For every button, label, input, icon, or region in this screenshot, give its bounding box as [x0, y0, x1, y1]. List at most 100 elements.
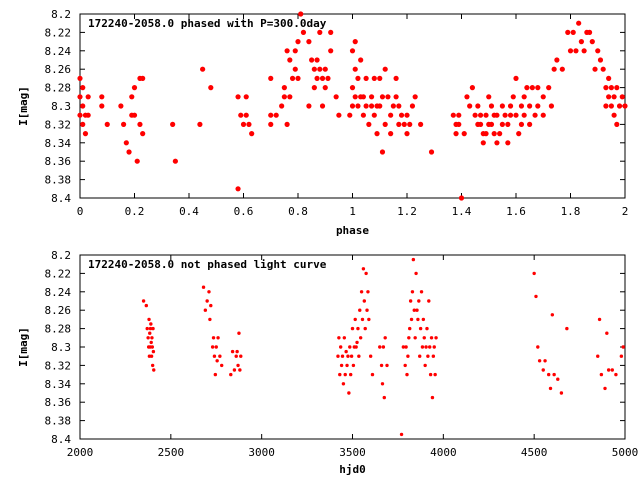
data-point — [385, 94, 391, 100]
data-point — [352, 39, 358, 45]
data-point — [152, 368, 156, 372]
x-axis-label: hjd0 — [339, 463, 366, 476]
data-point — [208, 85, 214, 91]
data-point — [507, 103, 514, 109]
data-point — [80, 103, 86, 109]
data-point — [170, 121, 176, 127]
data-point — [379, 94, 386, 100]
data-point — [284, 121, 290, 127]
data-point — [431, 354, 436, 358]
data-point — [614, 121, 620, 127]
data-point — [145, 326, 149, 331]
data-point — [371, 75, 377, 81]
data-point — [505, 121, 511, 127]
data-point — [148, 326, 153, 331]
x-tick-label: 1.8 — [561, 205, 581, 218]
data-point — [140, 75, 146, 81]
data-point — [405, 372, 409, 377]
data-point — [317, 29, 323, 35]
data-point — [317, 66, 323, 72]
data-point — [358, 336, 363, 340]
data-point — [411, 257, 416, 262]
data-point — [546, 85, 552, 91]
data-point — [356, 326, 360, 331]
x-tick-label: 0.4 — [179, 205, 199, 218]
y-tick-label: 8.36 — [45, 155, 72, 168]
data-point — [370, 372, 375, 377]
data-point — [205, 299, 209, 303]
data-point — [477, 112, 484, 118]
data-point — [559, 391, 564, 395]
data-point — [150, 336, 154, 340]
data-point — [565, 29, 571, 35]
data-point — [220, 363, 224, 368]
data-point — [361, 267, 366, 271]
data-point — [216, 336, 220, 340]
data-point — [338, 372, 342, 377]
data-point — [354, 345, 358, 349]
data-point — [80, 85, 86, 91]
data-point — [351, 363, 356, 368]
data-point — [412, 94, 418, 100]
data-point — [467, 103, 473, 109]
data-point — [382, 66, 388, 72]
data-point — [396, 103, 402, 109]
y-tick-label: 8.22 — [45, 267, 72, 280]
data-point — [144, 303, 149, 308]
y-tick-label: 8.22 — [45, 26, 72, 39]
data-point — [377, 103, 383, 109]
data-point — [104, 121, 110, 127]
data-point — [322, 66, 328, 72]
data-point — [421, 317, 426, 322]
data-point — [118, 103, 124, 109]
data-point — [306, 39, 312, 45]
data-point — [148, 331, 152, 335]
data-point — [614, 85, 620, 91]
data-point — [429, 336, 434, 340]
data-point — [537, 359, 542, 363]
data-point — [458, 195, 465, 201]
data-point — [393, 75, 399, 81]
data-point — [622, 103, 628, 109]
data-point — [409, 317, 414, 322]
data-point — [141, 299, 146, 303]
data-point — [341, 382, 346, 386]
data-point — [603, 103, 609, 109]
data-point — [306, 103, 312, 109]
data-point — [364, 271, 368, 276]
data-point — [540, 112, 546, 118]
data-point — [603, 85, 609, 91]
data-point — [597, 317, 602, 322]
data-point — [328, 29, 334, 35]
data-point — [287, 57, 293, 63]
data-point — [592, 66, 598, 72]
data-point — [279, 103, 285, 109]
data-point — [358, 308, 362, 312]
data-point — [281, 94, 287, 100]
data-point — [401, 121, 407, 127]
data-point — [236, 363, 240, 368]
data-point — [472, 112, 478, 118]
y-tick-label: 8.2 — [51, 249, 71, 262]
data-point — [134, 158, 140, 164]
y-tick-label: 8.24 — [45, 45, 72, 58]
data-point — [367, 317, 371, 322]
data-point — [149, 340, 153, 345]
y-tick-label: 8.26 — [45, 63, 72, 76]
data-point — [488, 121, 495, 127]
data-point — [518, 121, 525, 127]
data-point — [614, 372, 618, 377]
data-points — [141, 257, 625, 437]
y-tick-label: 8.38 — [45, 174, 72, 187]
x-tick-label: 4000 — [430, 446, 457, 459]
x-tick-label: 3000 — [248, 446, 275, 459]
data-point — [333, 94, 339, 100]
data-point — [403, 363, 407, 368]
data-point — [554, 57, 560, 63]
data-point — [151, 349, 156, 354]
data-point — [238, 112, 244, 118]
x-tick-label: 0.2 — [125, 205, 145, 218]
data-point — [529, 85, 535, 91]
data-point — [366, 290, 370, 294]
data-point — [284, 48, 290, 54]
